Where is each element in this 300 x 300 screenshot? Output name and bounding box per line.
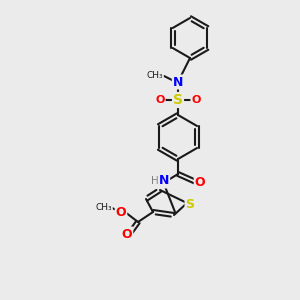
Text: O: O bbox=[191, 95, 201, 105]
Text: H: H bbox=[151, 176, 159, 186]
Text: CH₃: CH₃ bbox=[96, 203, 112, 212]
Text: O: O bbox=[116, 206, 126, 218]
Text: N: N bbox=[159, 175, 169, 188]
Text: N: N bbox=[173, 76, 183, 88]
Text: S: S bbox=[185, 197, 194, 211]
Text: S: S bbox=[173, 93, 183, 107]
Text: O: O bbox=[122, 227, 132, 241]
Text: O: O bbox=[195, 176, 205, 188]
Text: O: O bbox=[155, 95, 165, 105]
Text: CH₃: CH₃ bbox=[147, 70, 163, 80]
